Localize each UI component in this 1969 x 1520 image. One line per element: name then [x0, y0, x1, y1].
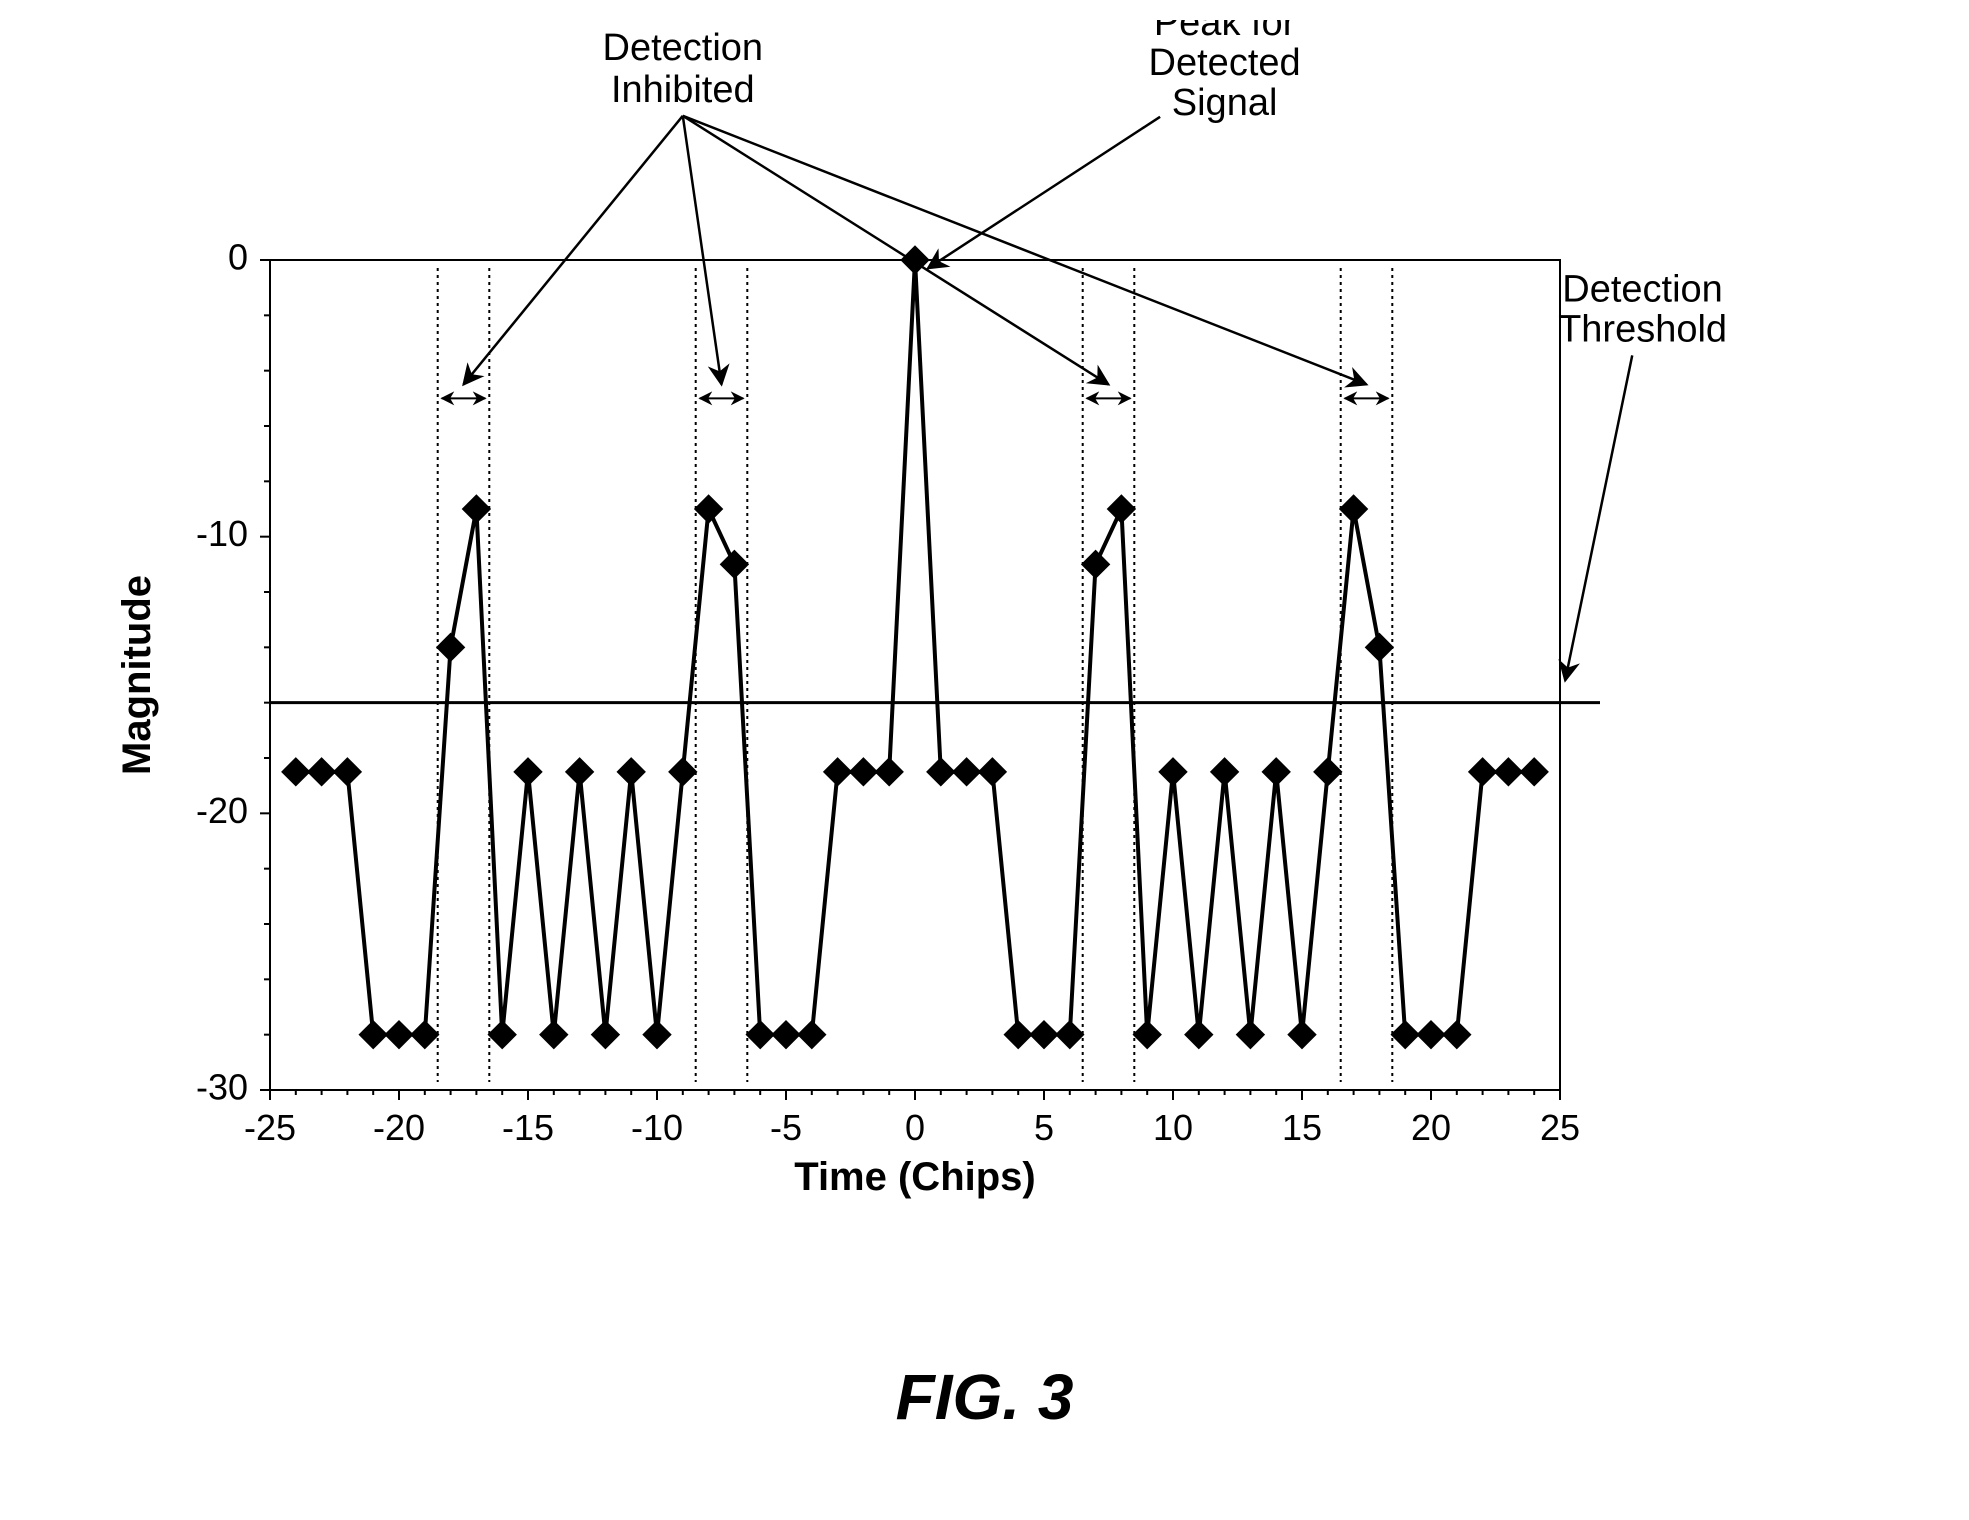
svg-text:-25: -25 [244, 1107, 296, 1148]
svg-text:Detection: Detection [603, 27, 764, 69]
signal-chart: -30 -20 -10 0 -25 -20 -15 -10 -5 0 5 10 15 20 25 Time (… [100, 20, 1880, 1300]
chart-container: -30 -20 -10 0 -25 -20 -15 -10 -5 0 5 10 15 20 25 Time (… [100, 20, 1880, 1300]
svg-text:-10: -10 [631, 1107, 683, 1148]
svg-text:-10: -10 [196, 513, 248, 554]
svg-text:5: 5 [1034, 1107, 1054, 1148]
svg-text:-20: -20 [373, 1107, 425, 1148]
svg-text:Peak for: Peak for [1154, 20, 1296, 44]
svg-text:15: 15 [1282, 1107, 1322, 1148]
svg-text:Detection: Detection [1562, 269, 1723, 311]
svg-text:-30: -30 [196, 1067, 248, 1108]
page: -30 -20 -10 0 -25 -20 -15 -10 -5 0 5 10 15 20 25 Time (… [0, 0, 1969, 1520]
svg-text:25: 25 [1540, 1107, 1580, 1148]
svg-text:-5: -5 [770, 1107, 802, 1148]
svg-text:20: 20 [1411, 1107, 1451, 1148]
svg-text:Inhibited: Inhibited [611, 69, 755, 111]
svg-text:Time (Chips): Time (Chips) [794, 1155, 1036, 1199]
svg-text:0: 0 [228, 237, 248, 278]
figure-caption: FIG. 3 [0, 1360, 1969, 1434]
svg-text:Threshold: Threshold [1558, 308, 1727, 350]
svg-text:Magnitude: Magnitude [115, 575, 159, 775]
svg-text:Detected: Detected [1149, 42, 1301, 84]
svg-text:-20: -20 [196, 790, 248, 831]
svg-text:Signal: Signal [1172, 82, 1278, 124]
svg-text:10: 10 [1153, 1107, 1193, 1148]
svg-text:0: 0 [905, 1107, 925, 1148]
svg-text:-15: -15 [502, 1107, 554, 1148]
